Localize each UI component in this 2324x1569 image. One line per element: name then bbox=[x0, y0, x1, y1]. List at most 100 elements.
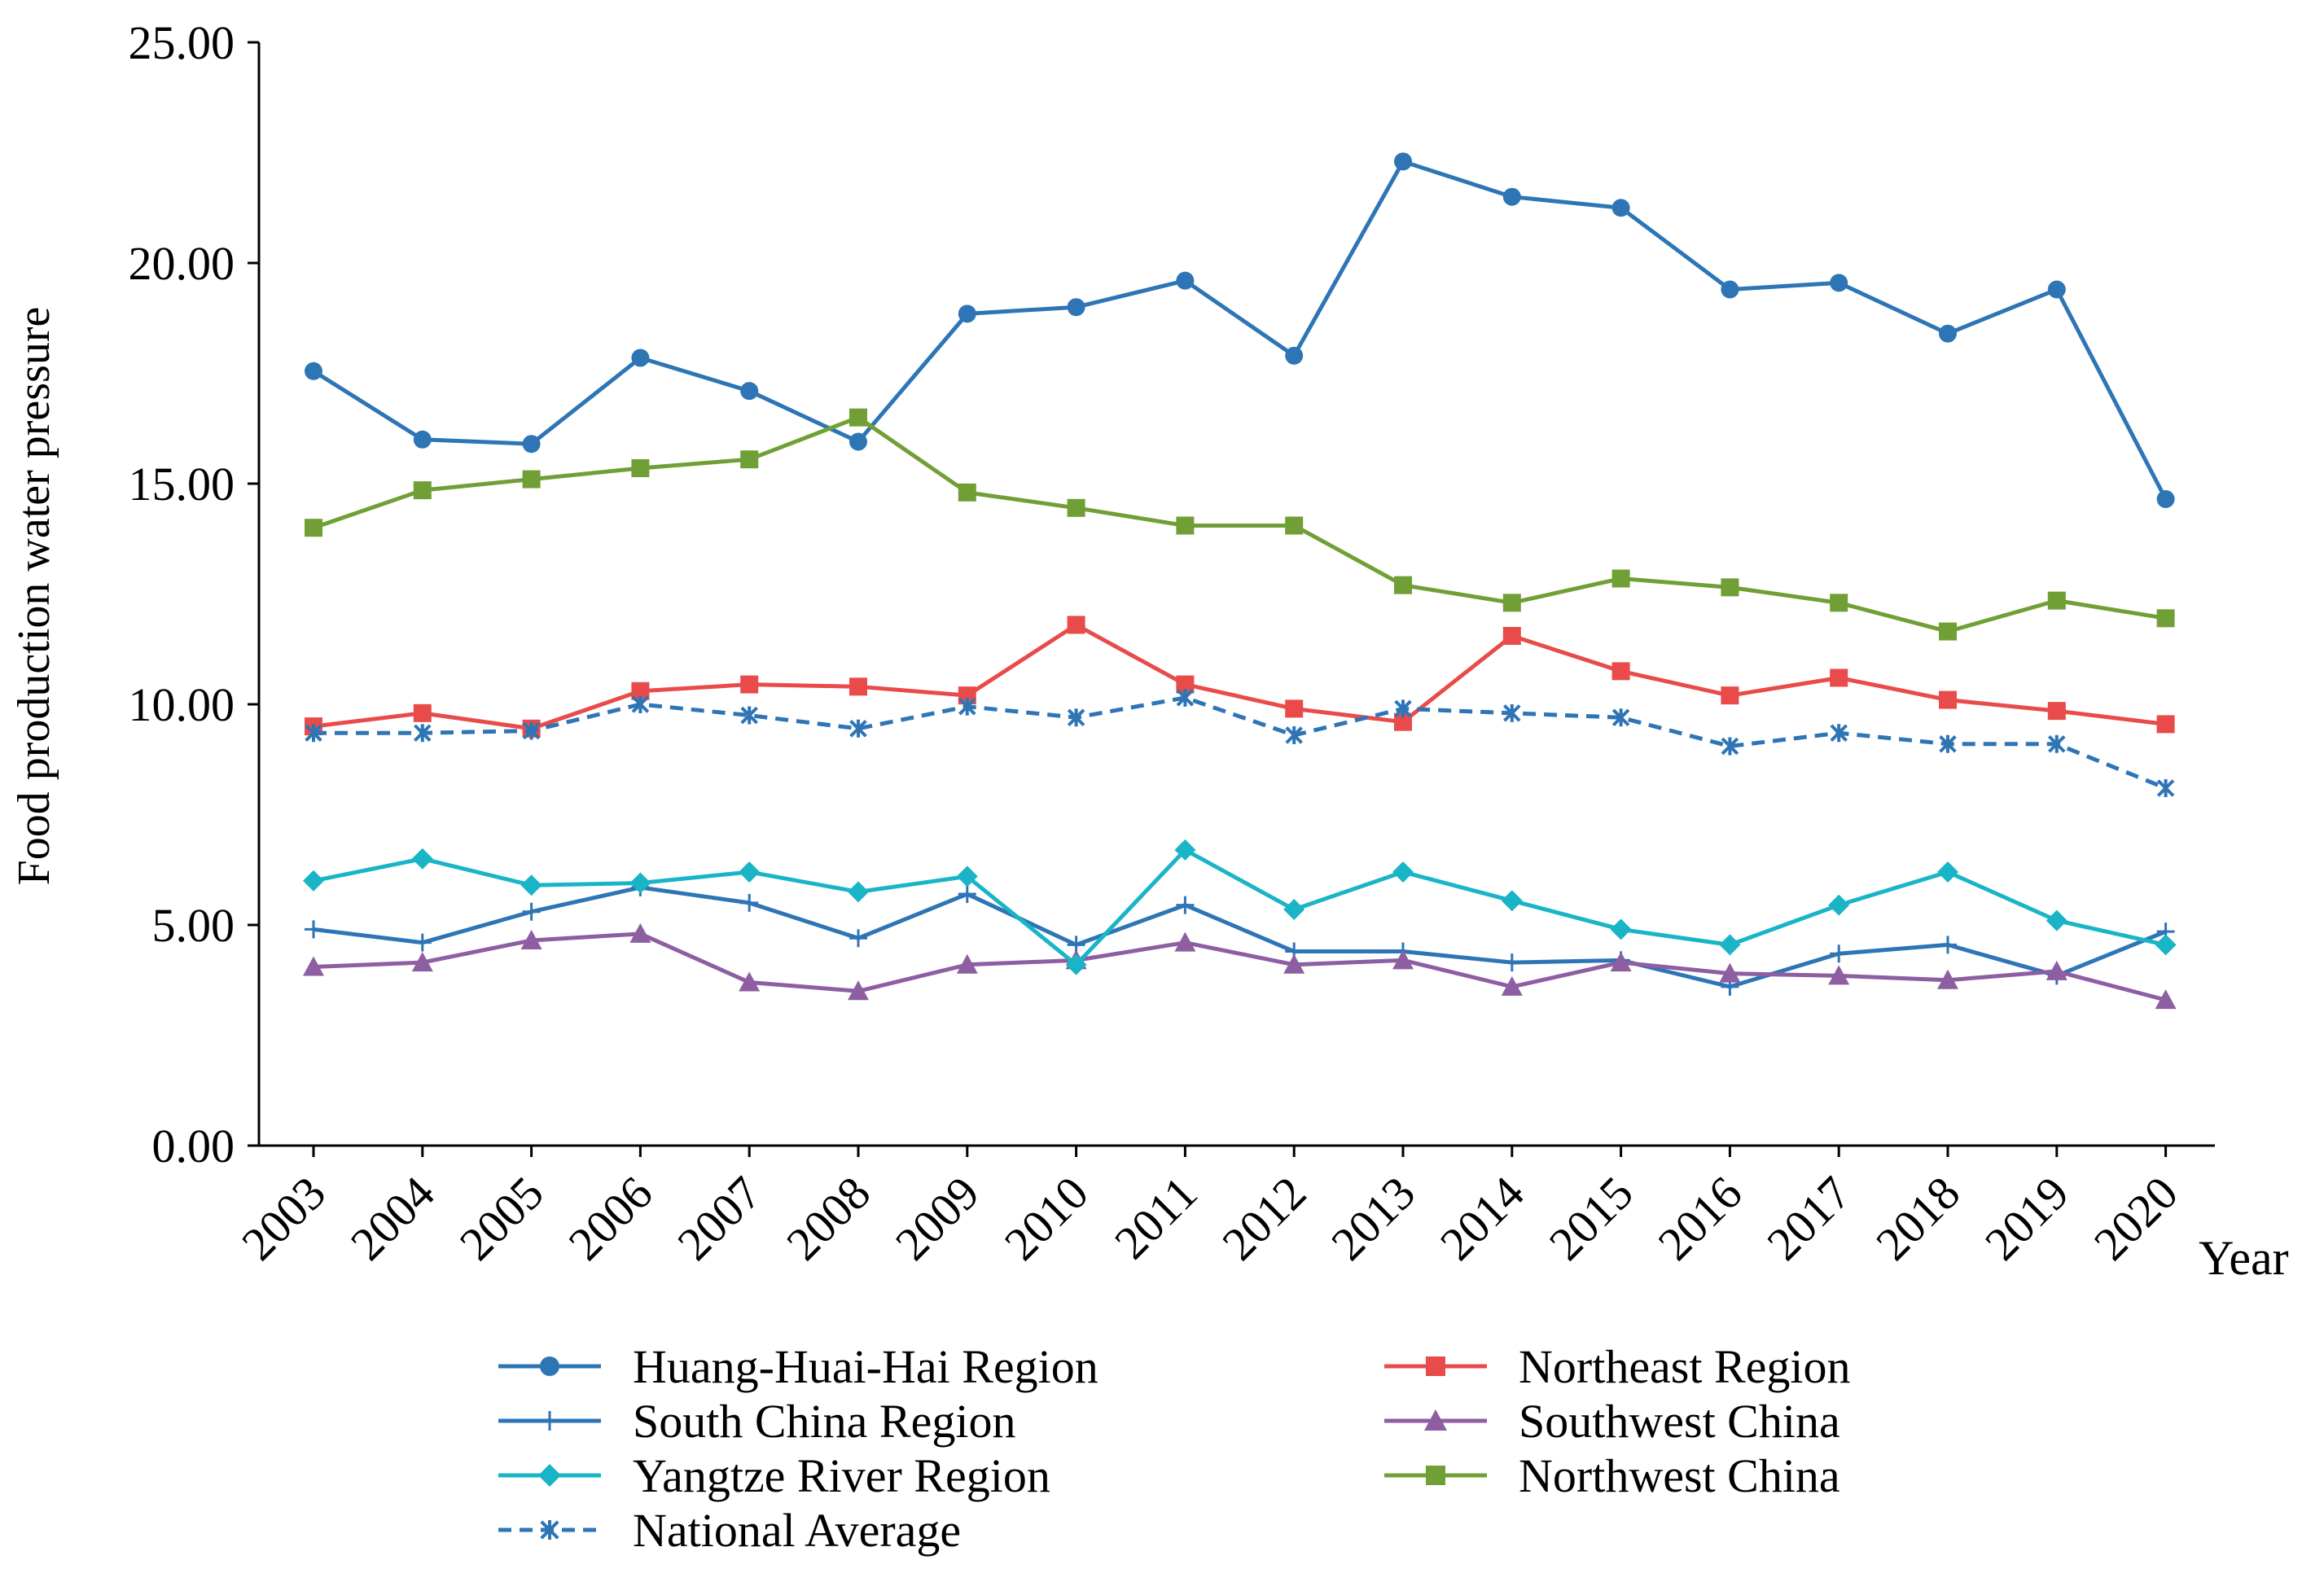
data-point bbox=[1174, 931, 1196, 952]
series-southwest-china bbox=[303, 923, 2177, 1010]
legend-item: South China Region bbox=[498, 1395, 1015, 1448]
x-tick-label: 2005 bbox=[449, 1166, 554, 1270]
legend-item: Northwest China bbox=[1384, 1449, 1840, 1502]
data-point bbox=[631, 348, 650, 367]
data-point bbox=[522, 470, 541, 489]
data-point bbox=[631, 459, 650, 478]
data-point bbox=[1283, 953, 1305, 974]
data-point bbox=[1501, 890, 1523, 912]
x-tick-label: 2015 bbox=[1539, 1166, 1643, 1270]
data-point bbox=[2046, 960, 2067, 980]
data-point bbox=[629, 923, 651, 943]
x-tick-label: 2017 bbox=[1756, 1166, 1861, 1270]
data-point bbox=[1830, 668, 1848, 687]
data-point bbox=[629, 872, 651, 894]
data-point bbox=[2048, 734, 2066, 753]
data-point bbox=[1394, 152, 1412, 171]
series-national-average bbox=[305, 688, 2175, 797]
data-point bbox=[1502, 187, 1521, 206]
data-point bbox=[522, 435, 541, 454]
series-line bbox=[313, 622, 2166, 731]
data-point bbox=[1067, 298, 1085, 317]
data-point bbox=[1176, 688, 1195, 707]
x-axis-label: Year bbox=[2199, 1231, 2289, 1285]
data-point bbox=[1176, 516, 1195, 535]
data-point bbox=[1610, 918, 1632, 940]
data-point bbox=[540, 1520, 559, 1540]
x-tick-label: 2020 bbox=[2084, 1166, 2188, 1270]
x-tick-label: 2006 bbox=[559, 1166, 663, 1270]
legend-label: Huang-Huai-Hai Region bbox=[633, 1340, 1098, 1393]
data-point bbox=[2155, 989, 2177, 1010]
data-point bbox=[1392, 861, 1414, 883]
data-point bbox=[849, 677, 867, 696]
data-point bbox=[1502, 626, 1521, 645]
data-point bbox=[1721, 280, 1739, 299]
data-point bbox=[1611, 569, 1630, 588]
legend-label: Yangtze River Region bbox=[633, 1449, 1050, 1502]
x-tick-label: 2007 bbox=[667, 1166, 771, 1270]
data-point bbox=[740, 382, 759, 401]
x-tick-label: 2011 bbox=[1104, 1166, 1207, 1269]
series-line bbox=[313, 931, 2167, 1002]
x-tick-label: 2004 bbox=[340, 1166, 445, 1270]
data-point bbox=[2047, 702, 2066, 721]
legend-item: Southwest China bbox=[1384, 1395, 1840, 1448]
data-point bbox=[1503, 703, 1521, 722]
data-point bbox=[849, 719, 867, 738]
data-point bbox=[1939, 690, 1957, 709]
series-northeast-region bbox=[305, 616, 2175, 738]
x-tick-label: 2008 bbox=[776, 1166, 880, 1270]
y-axis-label: Food production water pressure bbox=[9, 307, 59, 886]
data-point bbox=[305, 362, 322, 380]
x-tick-label: 2018 bbox=[1866, 1166, 1970, 1270]
data-point bbox=[1176, 675, 1195, 694]
x-tick-label: 2019 bbox=[1975, 1166, 2079, 1270]
legend: Huang-Huai-Hai Region Northeast RegionSou… bbox=[498, 1340, 1851, 1557]
data-point bbox=[1285, 699, 1304, 718]
data-point bbox=[414, 724, 432, 743]
data-point bbox=[849, 929, 867, 948]
series-line bbox=[314, 695, 2167, 791]
data-point bbox=[1828, 965, 1850, 985]
data-point bbox=[1611, 708, 1630, 727]
data-point bbox=[740, 450, 759, 469]
legend-item: Huang-Huai-Hai Region bbox=[498, 1340, 1098, 1393]
data-point bbox=[958, 483, 976, 502]
data-point bbox=[2156, 609, 2175, 628]
data-point bbox=[1285, 346, 1304, 365]
data-point bbox=[1719, 962, 1741, 983]
data-point bbox=[540, 1411, 559, 1431]
data-point bbox=[1939, 622, 1957, 641]
data-point bbox=[740, 893, 759, 912]
data-point bbox=[2156, 489, 2175, 508]
axes: 0.00 5.00 10.00 15.00 20.00 25.00 2003 2004 2005… bbox=[129, 16, 2215, 1270]
data-point bbox=[848, 980, 869, 1001]
data-point bbox=[958, 305, 976, 323]
data-point bbox=[413, 703, 432, 722]
data-point bbox=[1426, 1466, 1445, 1485]
data-point bbox=[2156, 715, 2175, 734]
data-point bbox=[303, 870, 324, 892]
data-point bbox=[1830, 724, 1848, 743]
data-point bbox=[631, 695, 650, 713]
data-point bbox=[1285, 516, 1304, 535]
data-point bbox=[1283, 899, 1305, 921]
data-point bbox=[522, 902, 541, 921]
data-point bbox=[303, 956, 324, 976]
y-tick-label: 10.00 bbox=[129, 678, 235, 731]
data-point bbox=[1394, 712, 1412, 731]
data-point bbox=[2156, 778, 2175, 797]
data-point bbox=[1394, 576, 1412, 594]
data-point bbox=[1067, 616, 1085, 634]
data-point bbox=[2047, 591, 2066, 610]
legend-label: Northeast Region bbox=[1519, 1340, 1851, 1393]
data-point bbox=[411, 848, 433, 870]
y-tick-label: 5.00 bbox=[152, 899, 235, 952]
data-point bbox=[522, 721, 541, 740]
data-point bbox=[848, 881, 869, 903]
data-point bbox=[413, 481, 432, 500]
x-tick-label: 2014 bbox=[1430, 1166, 1534, 1270]
data-point bbox=[2046, 909, 2067, 931]
data-point bbox=[631, 682, 650, 700]
